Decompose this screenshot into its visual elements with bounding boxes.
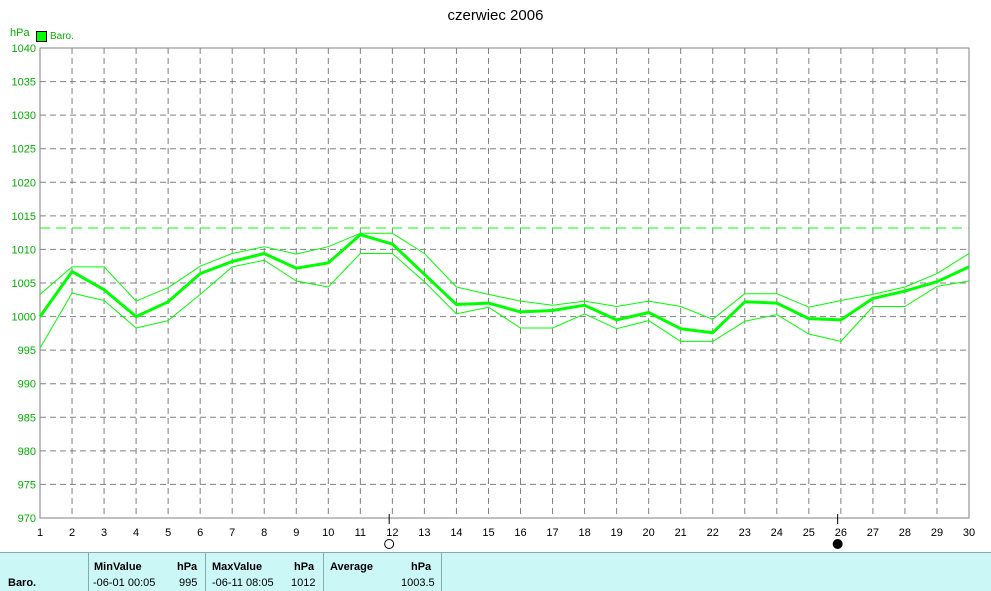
grid xyxy=(40,48,969,518)
x-tick-label: 2 xyxy=(69,527,75,539)
stats-average-cell: Average hPa 1003.5 xyxy=(323,553,442,591)
stats-min-cell: MinValue hPa -06-01 00:05 995 xyxy=(88,553,206,591)
y-tick-label: 1000 xyxy=(12,312,36,324)
y-tick-label: 1005 xyxy=(12,278,36,290)
chart-title: czerwiec 2006 xyxy=(447,7,544,24)
min-value: 995 xyxy=(179,577,198,589)
x-tick-label: 13 xyxy=(418,527,430,539)
y-axis-unit-label: hPa xyxy=(10,27,30,39)
max-unit: hPa xyxy=(294,561,315,573)
stats-row-label: Baro. xyxy=(8,577,37,589)
y-tick-label: 1015 xyxy=(12,211,36,223)
max-value: 1012 xyxy=(291,577,316,589)
x-tick-label: 9 xyxy=(293,527,299,539)
x-tick-label: 18 xyxy=(578,527,590,539)
statistics-table: Baro. MinValue hPa -06-01 00:05 995 MaxV… xyxy=(0,552,991,591)
x-tick-label: 4 xyxy=(133,527,139,539)
y-tick-label: 1035 xyxy=(12,77,36,89)
y-tick-label: 1025 xyxy=(12,144,36,156)
x-tick-label: 21 xyxy=(675,527,687,539)
x-tick-label: 24 xyxy=(771,527,783,539)
axes xyxy=(39,47,970,519)
max-time: -06-11 08:05 xyxy=(212,577,274,589)
series xyxy=(38,227,970,349)
stats-max-cell: MaxValue hPa -06-11 08:05 1012 xyxy=(205,553,324,591)
stats-row-label-cell: Baro. xyxy=(0,553,89,591)
x-tick-label: 8 xyxy=(261,527,267,539)
series-line-mean xyxy=(38,233,970,335)
legend-swatch xyxy=(36,31,47,42)
x-tick-label: 1 xyxy=(37,527,43,539)
x-tick-label: 23 xyxy=(739,527,751,539)
chart-area: 9709759809859909951000100510101015102010… xyxy=(12,43,976,549)
x-tick-label: 5 xyxy=(165,527,171,539)
y-tick-label: 1030 xyxy=(12,110,36,122)
series-line-min xyxy=(39,253,970,349)
y-tick-label: 990 xyxy=(18,379,36,391)
tick-labels: 9709759809859909951000100510101015102010… xyxy=(12,43,976,539)
x-tick-label: 12 xyxy=(386,527,398,539)
y-tick-label: 985 xyxy=(18,412,36,424)
y-tick-label: 970 xyxy=(18,513,36,525)
y-tick-label: 995 xyxy=(18,345,36,357)
x-tick-label: 28 xyxy=(899,527,911,539)
x-tick-label: 17 xyxy=(546,527,558,539)
full-moon-icon xyxy=(384,539,395,549)
x-tick-label: 26 xyxy=(835,527,847,539)
x-tick-label: 19 xyxy=(610,527,622,539)
plot-border xyxy=(39,47,970,519)
min-time: -06-01 00:05 xyxy=(93,577,156,589)
new-moon-icon xyxy=(832,539,843,549)
x-tick-label: 16 xyxy=(514,527,526,539)
legend[interactable]: Baro. xyxy=(36,31,74,42)
series-line-max xyxy=(39,232,970,320)
max-header: MaxValue xyxy=(212,561,263,573)
y-tick-label: 1010 xyxy=(12,244,36,256)
y-tick-label: 1020 xyxy=(12,177,36,189)
x-tick-label: 15 xyxy=(482,527,494,539)
moon-phases xyxy=(384,514,843,549)
x-tick-label: 25 xyxy=(803,527,815,539)
x-tick-label: 6 xyxy=(197,527,203,539)
x-tick-label: 3 xyxy=(101,527,107,539)
x-tick-label: 7 xyxy=(229,527,235,539)
x-tick-label: 14 xyxy=(450,527,462,539)
average-value: 1003.5 xyxy=(401,577,435,589)
average-unit: hPa xyxy=(411,561,432,573)
x-tick-label: 30 xyxy=(963,527,975,539)
legend-label: Baro. xyxy=(50,31,74,42)
min-unit: hPa xyxy=(177,561,198,573)
x-tick-label: 27 xyxy=(867,527,879,539)
x-tick-label: 11 xyxy=(355,527,366,539)
x-tick-label: 29 xyxy=(931,527,943,539)
y-tick-label: 975 xyxy=(18,479,36,491)
x-tick-label: 20 xyxy=(643,527,655,539)
x-tick-label: 22 xyxy=(707,527,719,539)
min-header: MinValue xyxy=(94,561,142,573)
y-tick-label: 1040 xyxy=(12,43,36,55)
y-tick-label: 980 xyxy=(18,446,36,458)
average-header: Average xyxy=(330,561,374,573)
x-tick-label: 10 xyxy=(322,527,334,539)
